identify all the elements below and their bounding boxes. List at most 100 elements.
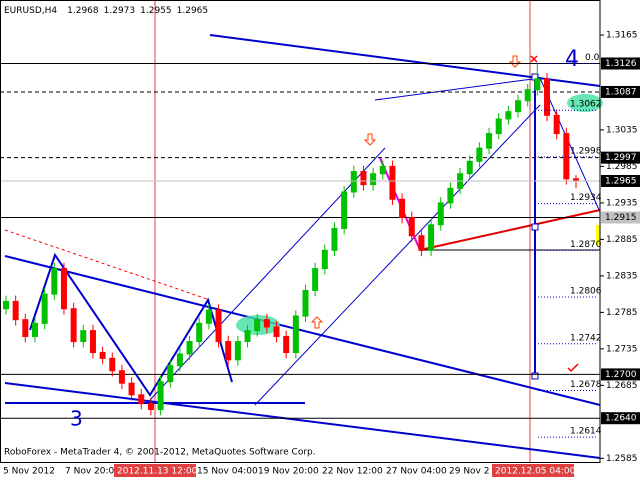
- candle-body: [263, 319, 270, 328]
- header-high: 1.2973: [104, 6, 136, 16]
- time-marker: [114, 464, 196, 477]
- price-box: [601, 57, 640, 70]
- y-tick-label: 1.2835: [606, 271, 638, 281]
- candle-body: [225, 341, 232, 361]
- x-tick-label: 27 Nov 04:00: [386, 467, 447, 477]
- candle-body: [389, 165, 396, 200]
- bid-label: 1.2965: [605, 177, 637, 187]
- price-box-label: 1.2997: [605, 153, 637, 163]
- candle-body: [360, 171, 367, 186]
- arrow: [310, 316, 324, 329]
- x-tick-label: 2012.11.13 12:00: [117, 467, 198, 477]
- candle-body: [399, 198, 406, 218]
- y-tick-label: 1.2935: [606, 198, 638, 208]
- price-box-label: 1.3087: [605, 87, 637, 97]
- candle-body: [51, 268, 58, 295]
- fib-label: 1.2870: [570, 240, 602, 250]
- candle-body: [408, 216, 415, 237]
- fib-label: 1.2614: [570, 427, 602, 437]
- check: [567, 363, 579, 373]
- candle-body: [341, 191, 348, 229]
- candle-body: [157, 381, 164, 410]
- target-zone: [567, 94, 603, 112]
- y-tick-label: 1.2885: [606, 235, 638, 245]
- candle-body: [80, 330, 87, 343]
- header-open: 1.2968: [67, 6, 99, 16]
- price-box-label: 1.2915: [605, 213, 637, 223]
- symbol: EURUSD,H4: [4, 6, 57, 16]
- price-box-label: 1.3126: [605, 59, 637, 69]
- trendline: [4, 382, 601, 459]
- fib-label: 1.2934: [570, 193, 602, 203]
- candle-body: [147, 403, 154, 410]
- x-tick-label: 19 Nov 20:00: [258, 467, 319, 477]
- price-box: [601, 85, 640, 98]
- header-close: 1.2965: [177, 6, 209, 16]
- candle-body: [486, 133, 493, 149]
- fib-label: 1.2998: [570, 146, 602, 156]
- candle-body: [437, 202, 444, 226]
- price-box-label: 1.2700: [605, 370, 637, 380]
- candle-body: [109, 357, 116, 372]
- candle-body: [331, 227, 338, 251]
- dashed-trendline: [4, 229, 211, 301]
- header-low: 1.2955: [140, 6, 172, 16]
- candle-body: [495, 118, 502, 135]
- x-tick-label: 15 Nov 04:00: [197, 467, 258, 477]
- candle-body: [22, 319, 29, 337]
- candle-body: [312, 268, 319, 291]
- price-box-label: 1.2640: [605, 414, 637, 424]
- candle-body: [186, 341, 193, 355]
- cross: [530, 55, 538, 63]
- candle-body: [379, 165, 386, 175]
- marker: [596, 225, 600, 245]
- candle-body: [167, 365, 174, 383]
- y-tick-label: 1.2585: [606, 454, 638, 464]
- plot: [0, 62, 600, 438]
- price-box: [601, 151, 640, 164]
- candle-body: [244, 330, 251, 343]
- y-tick-label: 1.2785: [606, 308, 638, 318]
- candle-body: [302, 289, 309, 317]
- candle-body: [292, 315, 299, 354]
- y-tick-label: 1.2685: [606, 381, 638, 391]
- time-marker: [492, 464, 574, 477]
- footer: RoboForex - MetaTrader 4, © 2001-2012, M…: [4, 448, 316, 458]
- candle-body: [70, 308, 77, 343]
- candle-body: [563, 133, 570, 180]
- handle: [531, 372, 539, 380]
- plot-border: [0, 0, 601, 463]
- fib-label: 1.2806: [570, 287, 602, 297]
- candle-body: [89, 330, 96, 354]
- channel-line: [374, 77, 541, 101]
- handle: [531, 223, 539, 231]
- arrow: [508, 55, 522, 68]
- candle-body: [41, 293, 48, 324]
- candle-body: [370, 173, 377, 186]
- candle-body: [476, 147, 483, 162]
- candle-body: [196, 322, 203, 343]
- x-tick-label: 2012.12.05 04:00: [495, 467, 576, 477]
- y-tick-label: 1.3035: [606, 125, 638, 135]
- candle-body: [553, 114, 560, 135]
- fib-label: 1.2742: [570, 333, 602, 343]
- candle-body: [31, 322, 38, 337]
- header: EURUSD,H4 1.2968 1.2973 1.2955 1.2965: [4, 6, 208, 16]
- y-tick-label: 1.2985: [606, 162, 638, 172]
- candle-body: [350, 171, 357, 193]
- candle-body: [176, 353, 183, 367]
- x-tick-label: 29 Nov 2: [449, 467, 489, 477]
- candle-body: [273, 326, 280, 337]
- y-tick-label: 1.3165: [606, 31, 638, 41]
- candle-body: [428, 224, 435, 251]
- price-box: [601, 175, 640, 188]
- fib-label: 1.3062: [570, 100, 602, 110]
- price-box: [601, 368, 640, 381]
- candle-body: [3, 300, 9, 310]
- x-tick-label: 22 Nov 12:00: [322, 467, 383, 477]
- x-tick-label: 5 Nov 2012: [3, 467, 55, 477]
- wave-label: 4: [565, 47, 579, 72]
- price-box: [601, 211, 640, 224]
